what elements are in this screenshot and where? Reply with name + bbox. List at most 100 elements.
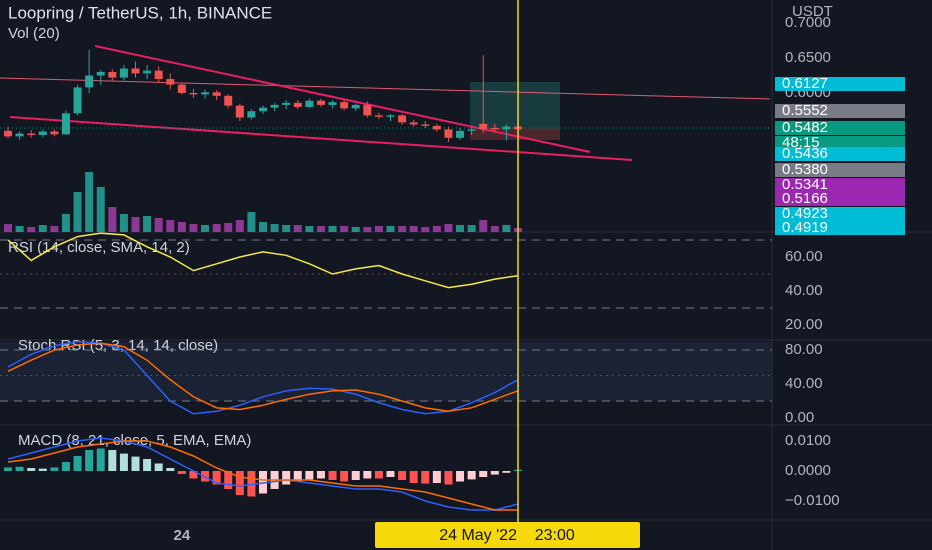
x-tick-label: 24 [174, 527, 191, 544]
histogram-bar [96, 448, 105, 471]
candle-body [270, 104, 279, 108]
volume-bar [189, 224, 198, 232]
candle-body [38, 131, 47, 136]
price-tag [775, 147, 905, 161]
y-tick-label: 0.0100 [785, 432, 831, 449]
stoch-band-fill [0, 342, 772, 401]
y-tick-label: 40.00 [785, 375, 823, 392]
horizontal-line [0, 77, 771, 100]
candle-body [131, 68, 140, 74]
volume-bar [421, 227, 430, 232]
volume-bar [479, 220, 488, 232]
y-tick-label: 40.00 [785, 282, 823, 299]
volume-bar [73, 192, 82, 232]
candle-body [189, 93, 198, 95]
histogram-bar [38, 468, 47, 471]
candle-body [444, 129, 453, 138]
crosshair-box [375, 522, 640, 548]
histogram-bar [374, 470, 383, 479]
candle-body [351, 104, 360, 109]
volume-bar [201, 225, 210, 232]
volume-bar [305, 226, 314, 232]
candle-body [316, 100, 325, 105]
candle-body [50, 131, 59, 135]
candle-body [61, 113, 70, 135]
candle-body [467, 129, 476, 131]
volume-bar [374, 226, 383, 232]
candle-body [328, 102, 337, 105]
histogram-bar [293, 470, 302, 482]
indicator-line [7, 342, 519, 412]
histogram-bar [502, 470, 511, 473]
chart-title: Loopring / TetherUS, 1h, BINANCE [8, 3, 272, 22]
histogram-bar [143, 458, 152, 471]
candle-body [421, 124, 430, 126]
candle-body [374, 115, 383, 117]
histogram-bar [85, 449, 94, 471]
price-tag-label: 48:15 [782, 134, 820, 151]
price-tag-label: 0.5482 [782, 119, 828, 136]
price-tag [775, 77, 905, 91]
candle-body [235, 105, 244, 118]
volume-bar [247, 212, 256, 232]
histogram-bar [456, 470, 465, 482]
crosshair-label: 24 May '22 23:00 [439, 527, 575, 544]
histogram-bar [166, 467, 175, 471]
volume-bar [270, 224, 279, 232]
price-tag [775, 104, 905, 118]
candle-body [85, 75, 94, 88]
volume-bar [398, 226, 407, 232]
histogram-bar [432, 470, 441, 484]
candle-body [247, 111, 256, 118]
price-tag [775, 192, 905, 206]
candle-body [340, 102, 349, 109]
candle-body [398, 115, 407, 123]
histogram-bar [4, 467, 12, 471]
histogram-bar [154, 463, 163, 471]
volume-bar [212, 224, 221, 232]
volume-bar [143, 216, 152, 232]
long-target-zone [470, 82, 560, 128]
indicator-line [7, 437, 519, 511]
indicator-line [7, 440, 518, 511]
histogram-bar [212, 470, 221, 485]
price-tag-label: 0.5380 [782, 161, 828, 178]
volume-bar [444, 224, 453, 232]
candle-body [212, 92, 221, 96]
currency-label: USDT [792, 3, 833, 20]
candle-body [456, 130, 465, 138]
volume-bar [38, 225, 47, 232]
histogram-bar [131, 456, 140, 471]
candle-body [177, 84, 186, 94]
y-tick-label: 20.00 [785, 316, 823, 333]
histogram-bar [340, 470, 349, 482]
histogram-bar [467, 470, 476, 480]
price-tag [775, 178, 905, 192]
histogram-bar [479, 470, 488, 478]
volume-bar [502, 225, 511, 232]
trendline-upper [94, 45, 591, 153]
candle-body [108, 72, 117, 78]
histogram-bar [351, 470, 360, 481]
histogram-bar [27, 467, 36, 471]
candle-body [363, 104, 372, 116]
price-tag [775, 121, 905, 135]
volume-bar [340, 226, 349, 232]
volume-bar [27, 227, 36, 232]
candle-body [259, 107, 267, 112]
histogram-bar [316, 470, 325, 479]
histogram-bar [444, 470, 453, 485]
volume-bar [235, 220, 244, 232]
price-tag [775, 136, 905, 150]
price-tag-label: 0.5341 [782, 176, 828, 193]
candle-body [201, 92, 210, 95]
candle-body [96, 72, 105, 76]
histogram-bar [50, 467, 59, 471]
price-tag [775, 221, 905, 235]
histogram-bar [224, 470, 233, 490]
candle-body [4, 130, 12, 137]
price-tag-label: 0.4923 [782, 205, 828, 222]
volume-bar [351, 227, 360, 232]
candle-body [479, 123, 488, 130]
